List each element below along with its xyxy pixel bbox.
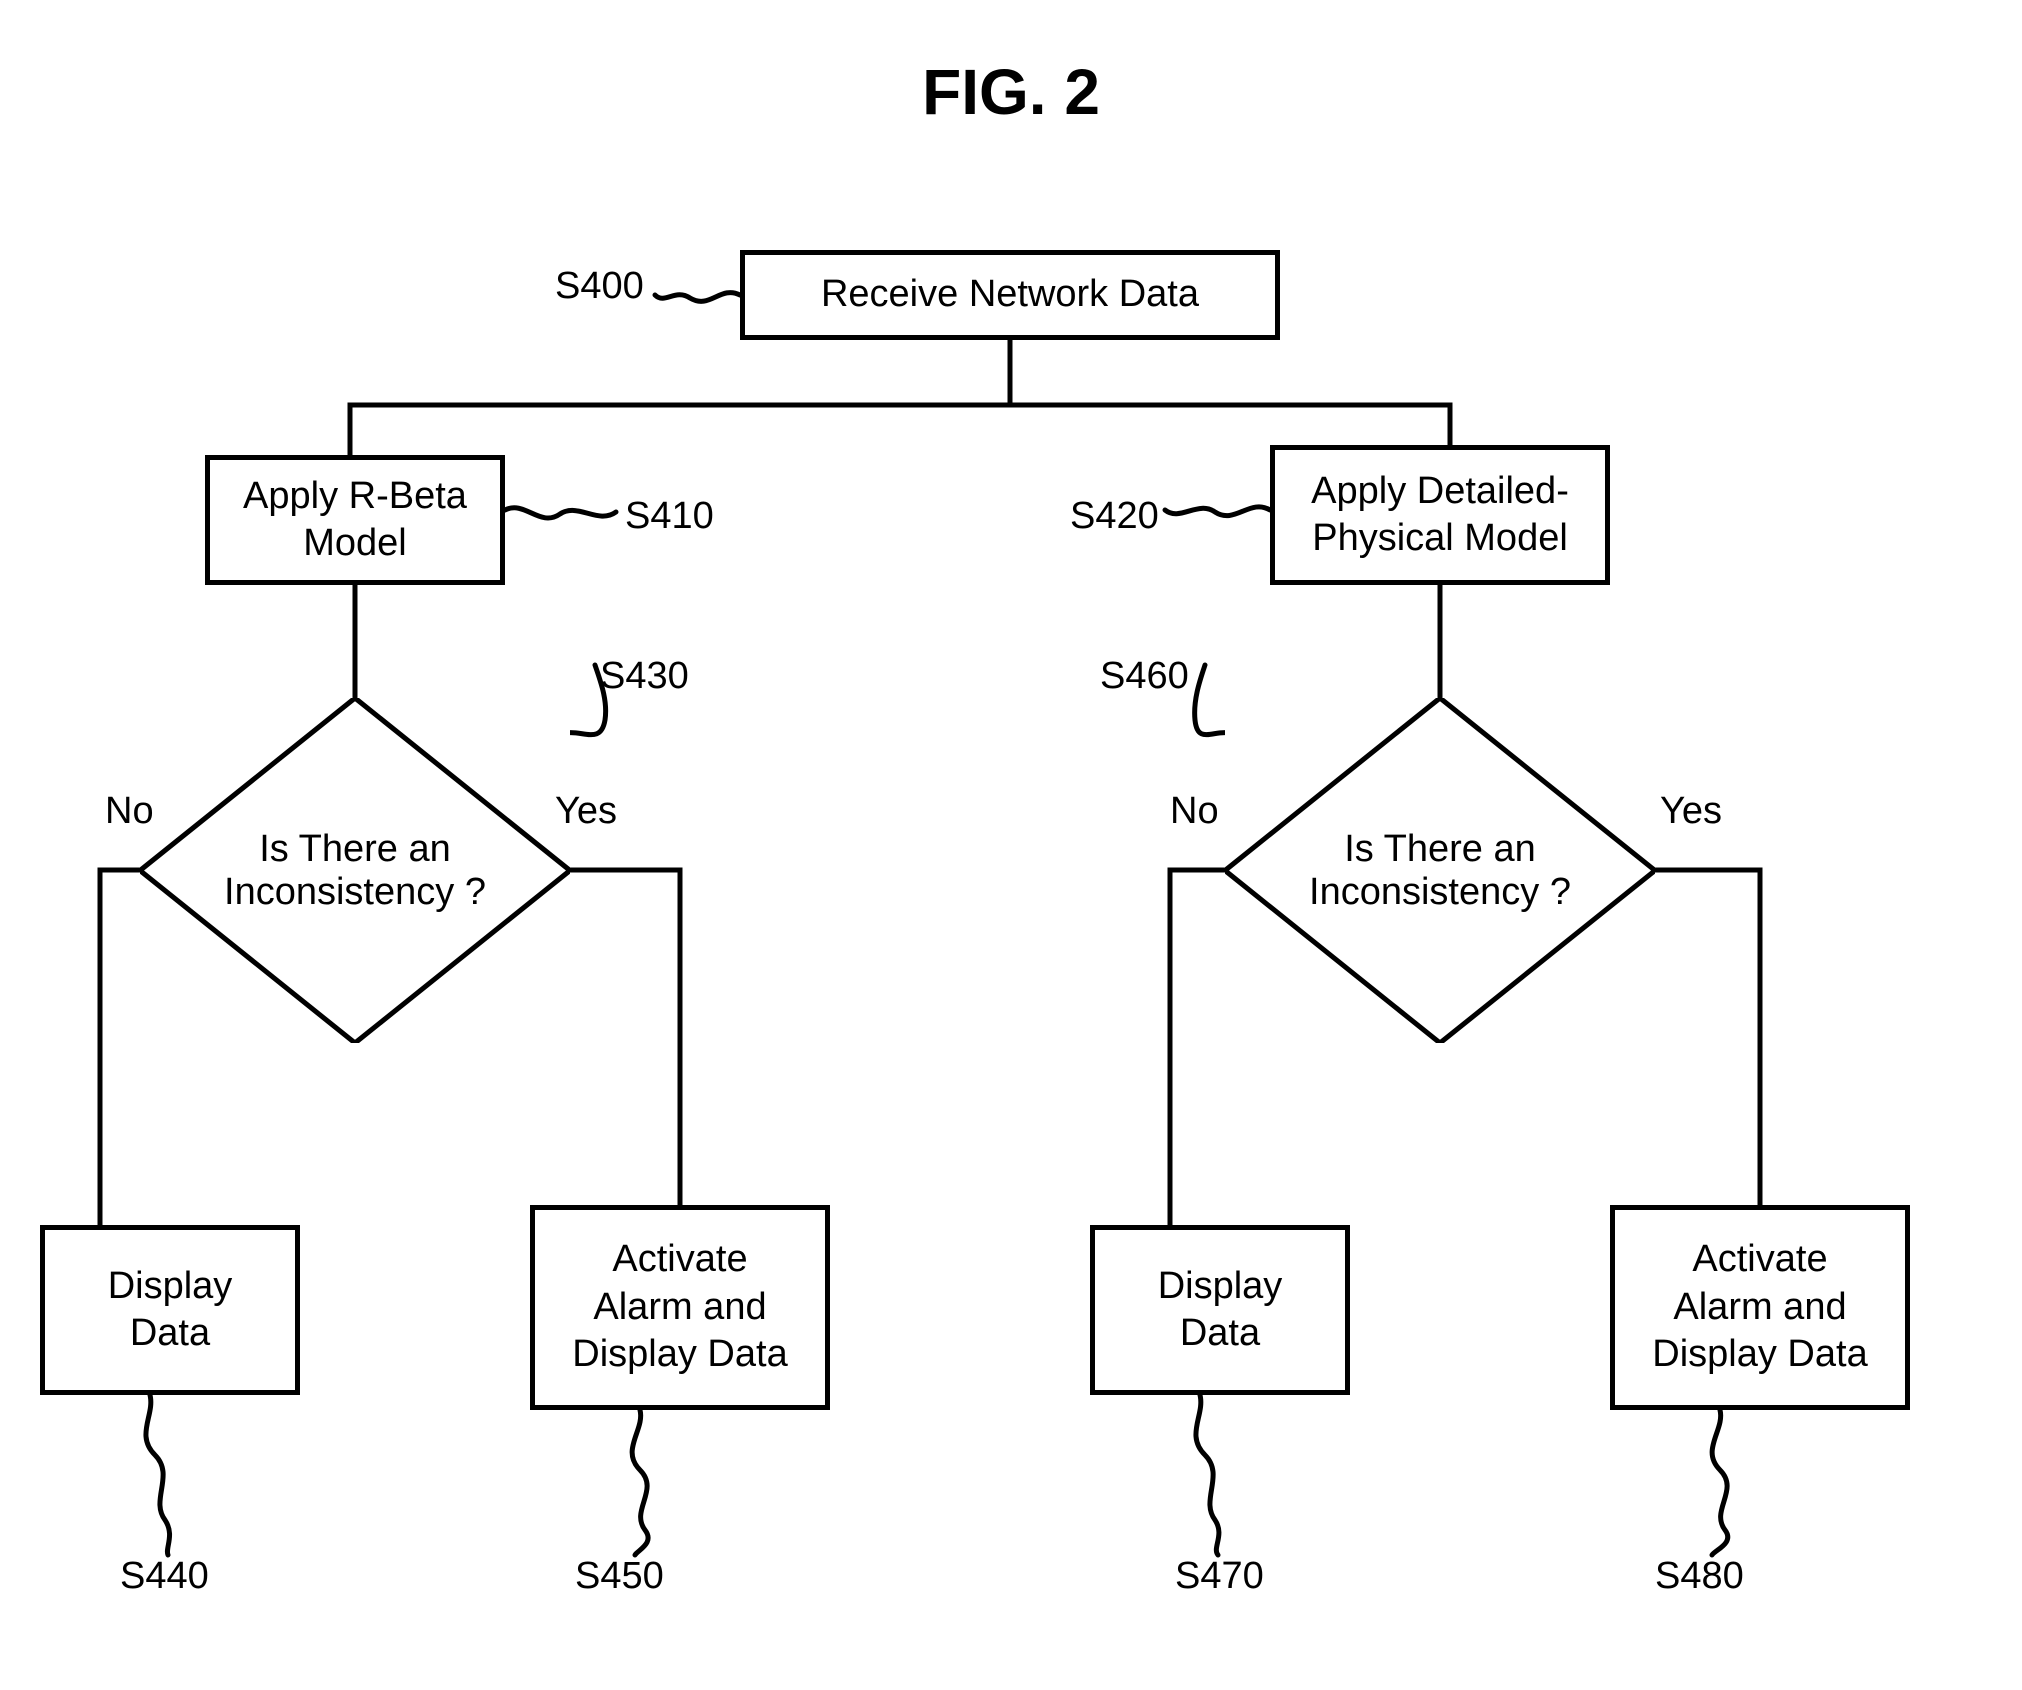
- node-s400-text: Receive Network Data: [821, 271, 1199, 319]
- step-label-s400: S400: [555, 265, 644, 308]
- node-s410: Apply R-BetaModel: [205, 455, 505, 585]
- step-label-s470: S470: [1175, 1555, 1264, 1598]
- node-s420: Apply Detailed-Physical Model: [1270, 445, 1610, 585]
- step-label-s410: S410: [625, 495, 714, 538]
- node-s480-text: ActivateAlarm andDisplay Data: [1652, 1236, 1867, 1379]
- node-s460: Is There anInconsistency ?: [1225, 698, 1655, 1043]
- node-s470: DisplayData: [1090, 1225, 1350, 1395]
- node-s430-text: Is There anInconsistency ?: [224, 828, 486, 914]
- step-label-s450: S450: [575, 1555, 664, 1598]
- branch-label-d2-no: No: [1170, 790, 1219, 833]
- branch-label-d1-yes: Yes: [555, 790, 617, 833]
- node-s470-text: DisplayData: [1158, 1263, 1283, 1358]
- node-s440-text: DisplayData: [108, 1263, 233, 1358]
- node-s450: ActivateAlarm andDisplay Data: [530, 1205, 830, 1410]
- node-s420-text: Apply Detailed-Physical Model: [1311, 468, 1569, 563]
- step-label-s460: S460: [1100, 655, 1189, 698]
- branch-label-d2-yes: Yes: [1660, 790, 1722, 833]
- node-s430: Is There anInconsistency ?: [140, 698, 570, 1043]
- figure-title: FIG. 2: [0, 55, 2022, 129]
- step-label-s430: S430: [600, 655, 689, 698]
- node-s460-text: Is There anInconsistency ?: [1309, 828, 1571, 914]
- branch-label-d1-no: No: [105, 790, 154, 833]
- step-label-s420: S420: [1070, 495, 1159, 538]
- node-s400: Receive Network Data: [740, 250, 1280, 340]
- node-s450-text: ActivateAlarm andDisplay Data: [572, 1236, 787, 1379]
- node-s480: ActivateAlarm andDisplay Data: [1610, 1205, 1910, 1410]
- step-label-s480: S480: [1655, 1555, 1744, 1598]
- node-s410-text: Apply R-BetaModel: [243, 473, 467, 568]
- step-label-s440: S440: [120, 1555, 209, 1598]
- node-s440: DisplayData: [40, 1225, 300, 1395]
